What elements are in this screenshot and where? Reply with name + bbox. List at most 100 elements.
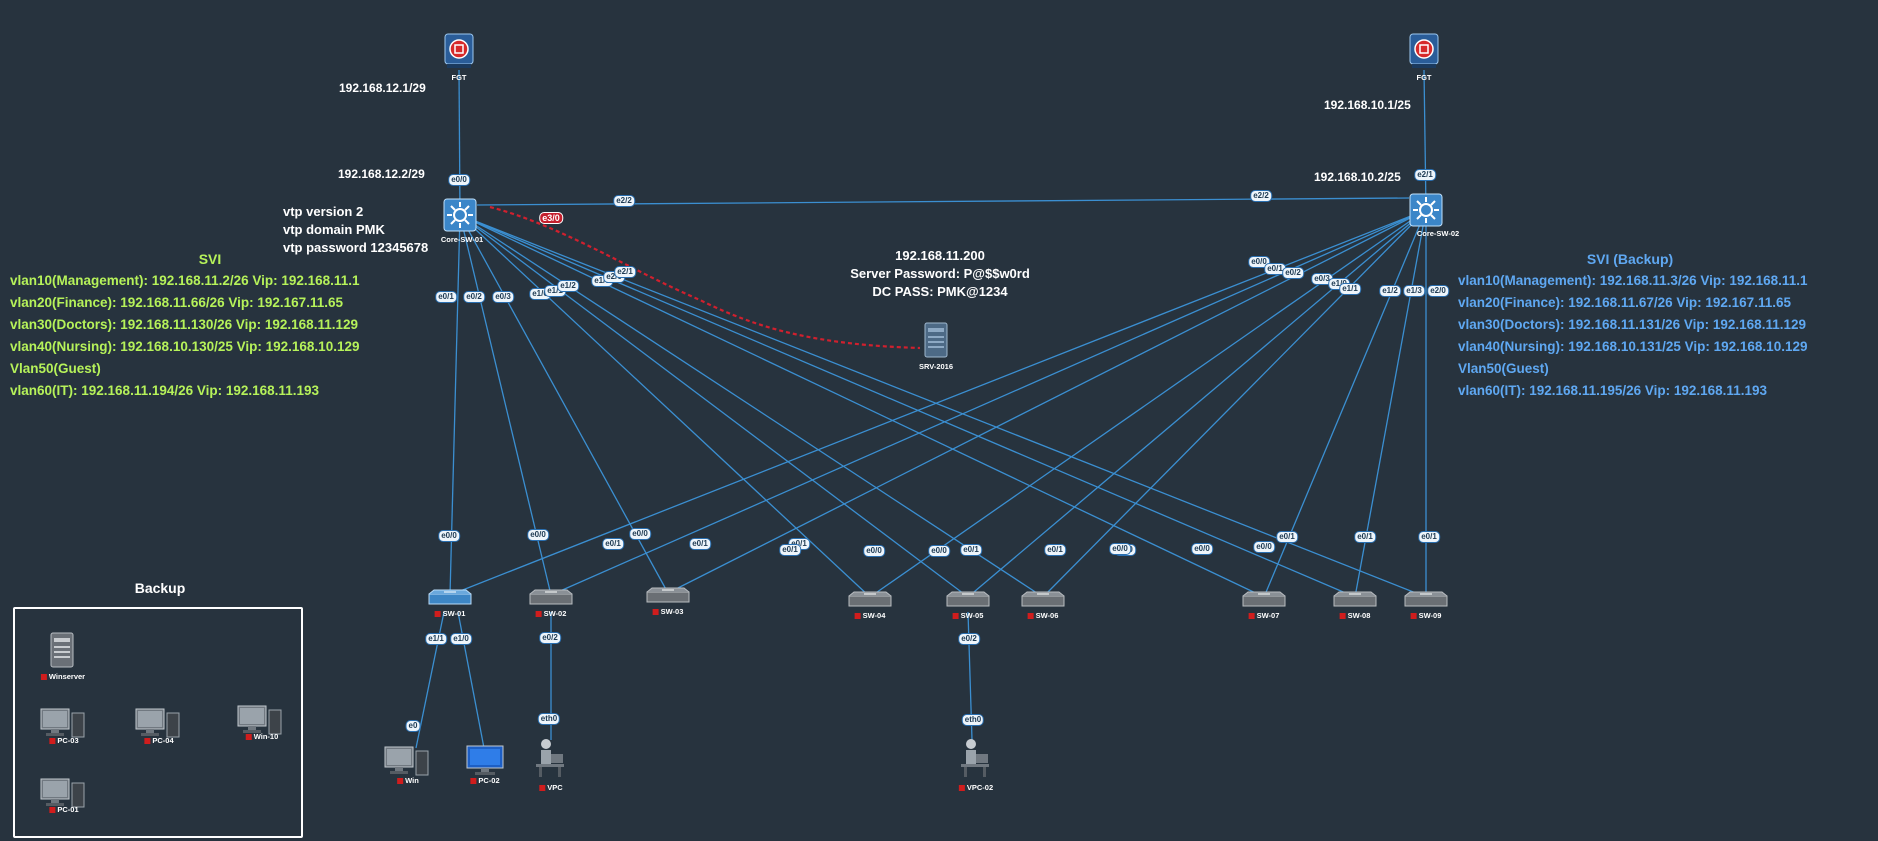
monitor-icon[interactable]: [466, 745, 504, 782]
port-label: e0/0: [1109, 543, 1131, 555]
ip-core1: 192.168.12.2/29: [338, 167, 425, 181]
firewall-icon[interactable]: [442, 32, 476, 75]
network-link: [1423, 69, 1427, 211]
srv-label: SRV-2016: [918, 362, 954, 371]
ip-fgt-left: 192.168.12.1/29: [339, 81, 426, 95]
svi-backup-line: vlan40(Nursing): 192.168.10.131/25 Vip: …: [1458, 339, 1808, 354]
desktop-pc-icon[interactable]: [40, 707, 88, 744]
l3-switch-icon[interactable]: [443, 198, 477, 237]
port-label: e0/1: [435, 291, 457, 303]
svi-backup-line: vlan30(Doctors): 192.168.11.131/26 Vip: …: [1458, 317, 1806, 332]
switch-icon[interactable]: [944, 591, 992, 616]
sw08-label: SW-08: [1339, 611, 1370, 620]
port-label: e0/1: [960, 544, 982, 556]
desktop-pc-icon[interactable]: [135, 707, 183, 744]
switch-icon[interactable]: [527, 589, 575, 614]
server-icon[interactable]: [49, 632, 75, 675]
network-link: [459, 214, 871, 598]
svi-backup-line: vlan10(Management): 192.168.11.3/26 Vip:…: [1458, 273, 1808, 288]
port-label: e0/0: [438, 530, 460, 542]
backup-item-label: PC-03: [49, 736, 79, 745]
sw03-label: SW-03: [652, 607, 683, 616]
server-info: 192.168.11.200 Server Password: P@$$w0rd…: [840, 247, 1040, 301]
port-label: e0/2: [958, 633, 980, 645]
server-password: Server Password: P@$$w0rd: [850, 266, 1030, 281]
network-link: [459, 214, 969, 598]
desktop-pc-icon[interactable]: [237, 704, 285, 741]
svi-backup-line: vlan20(Finance): 192.168.11.67/26 Vip: 1…: [1458, 295, 1791, 310]
svi-line: vlan40(Nursing): 192.168.10.130/25 Vip: …: [10, 339, 360, 354]
port-label: e1/2: [1379, 285, 1401, 297]
switch-icon[interactable]: [1240, 591, 1288, 616]
network-link: [1042, 209, 1427, 598]
port-label: e0/1: [779, 544, 801, 556]
port-label: e2/0: [1427, 285, 1449, 297]
switch-icon[interactable]: [426, 589, 474, 614]
network-link: [459, 214, 1044, 598]
fgt-right-label: FGT: [1416, 73, 1432, 82]
server-ip: 192.168.11.200: [895, 248, 985, 263]
port-label: e0/2: [539, 632, 561, 644]
core1-label: Core-SW-01: [440, 235, 484, 244]
sw05-label: SW-05: [952, 611, 983, 620]
user-at-desk-icon[interactable]: [958, 738, 990, 783]
svi-title: SVI: [198, 251, 222, 267]
port-label: e0/1: [1264, 263, 1286, 275]
sw02-label: SW-02: [535, 609, 566, 618]
sw07-label: SW-07: [1248, 611, 1279, 620]
firewall-icon[interactable]: [1407, 32, 1441, 75]
port-label: e0/1: [689, 538, 711, 550]
port-label: e1/1: [425, 633, 447, 645]
port-label: e1/2: [557, 280, 579, 292]
switch-icon[interactable]: [1331, 591, 1379, 616]
backup-item-label: Win-10: [245, 732, 278, 741]
switch-icon[interactable]: [644, 587, 692, 612]
network-link: [449, 209, 1427, 596]
port-label: eth0: [537, 713, 561, 725]
svi-backup-list: vlan10(Management): 192.168.11.3/26 Vip:…: [1458, 270, 1807, 402]
user-at-desk-icon[interactable]: [533, 738, 565, 783]
switch-icon[interactable]: [1019, 591, 1067, 616]
port-label: e0/1: [1418, 531, 1440, 543]
backup-panel: [13, 607, 303, 838]
port-label: e2/1: [614, 266, 636, 278]
core2-label: Core-SW-02: [1416, 229, 1460, 238]
vtp-config: vtp version 2 vtp domain PMK vtp passwor…: [283, 203, 428, 257]
port-label: e0/0: [1253, 541, 1275, 553]
port-label: e1/3: [1403, 285, 1425, 297]
fgt-left-label: FGT: [451, 73, 467, 82]
port-label: e0/0: [1191, 543, 1213, 555]
svi-line: vlan30(Doctors): 192.168.11.130/26 Vip: …: [10, 317, 358, 332]
server-icon[interactable]: [923, 322, 949, 365]
switch-icon[interactable]: [1402, 591, 1450, 616]
port-label: e0/3: [492, 291, 514, 303]
switch-icon[interactable]: [846, 591, 894, 616]
backup-title: Backup: [134, 580, 186, 596]
svi-line: Vlan50(Guest): [10, 361, 101, 376]
desktop-pc-icon[interactable]: [384, 745, 432, 782]
port-label: e0: [405, 720, 421, 732]
port-label: e2/2: [613, 195, 635, 207]
pc02-label: PC-02: [470, 776, 500, 785]
sw09-label: SW-09: [1410, 611, 1441, 620]
port-label: e0/0: [448, 174, 470, 186]
desktop-pc-icon[interactable]: [40, 777, 88, 814]
port-label: e0/1: [602, 538, 624, 550]
sw06-label: SW-06: [1027, 611, 1058, 620]
port-label: e1/0: [450, 633, 472, 645]
l3-switch-icon[interactable]: [1409, 193, 1443, 232]
vtp-password: vtp password 12345678: [283, 240, 429, 255]
svi-list: vlan10(Management): 192.168.11.2/26 Vip:…: [10, 270, 359, 402]
port-label: e2/2: [1250, 190, 1272, 202]
port-label: eth0: [961, 714, 985, 726]
ip-core2: 192.168.10.2/25: [1314, 170, 1401, 184]
port-label: e0/1: [1044, 544, 1066, 556]
vtp-version: vtp version 2: [283, 204, 364, 219]
vpc02-label: VPC-02: [958, 783, 993, 792]
port-label: e0/2: [1282, 267, 1304, 279]
port-label: e0/2: [463, 291, 485, 303]
svi-backup-title: SVI (Backup): [1586, 251, 1674, 267]
port-label: e3/0: [539, 212, 563, 224]
network-link: [667, 209, 1427, 594]
